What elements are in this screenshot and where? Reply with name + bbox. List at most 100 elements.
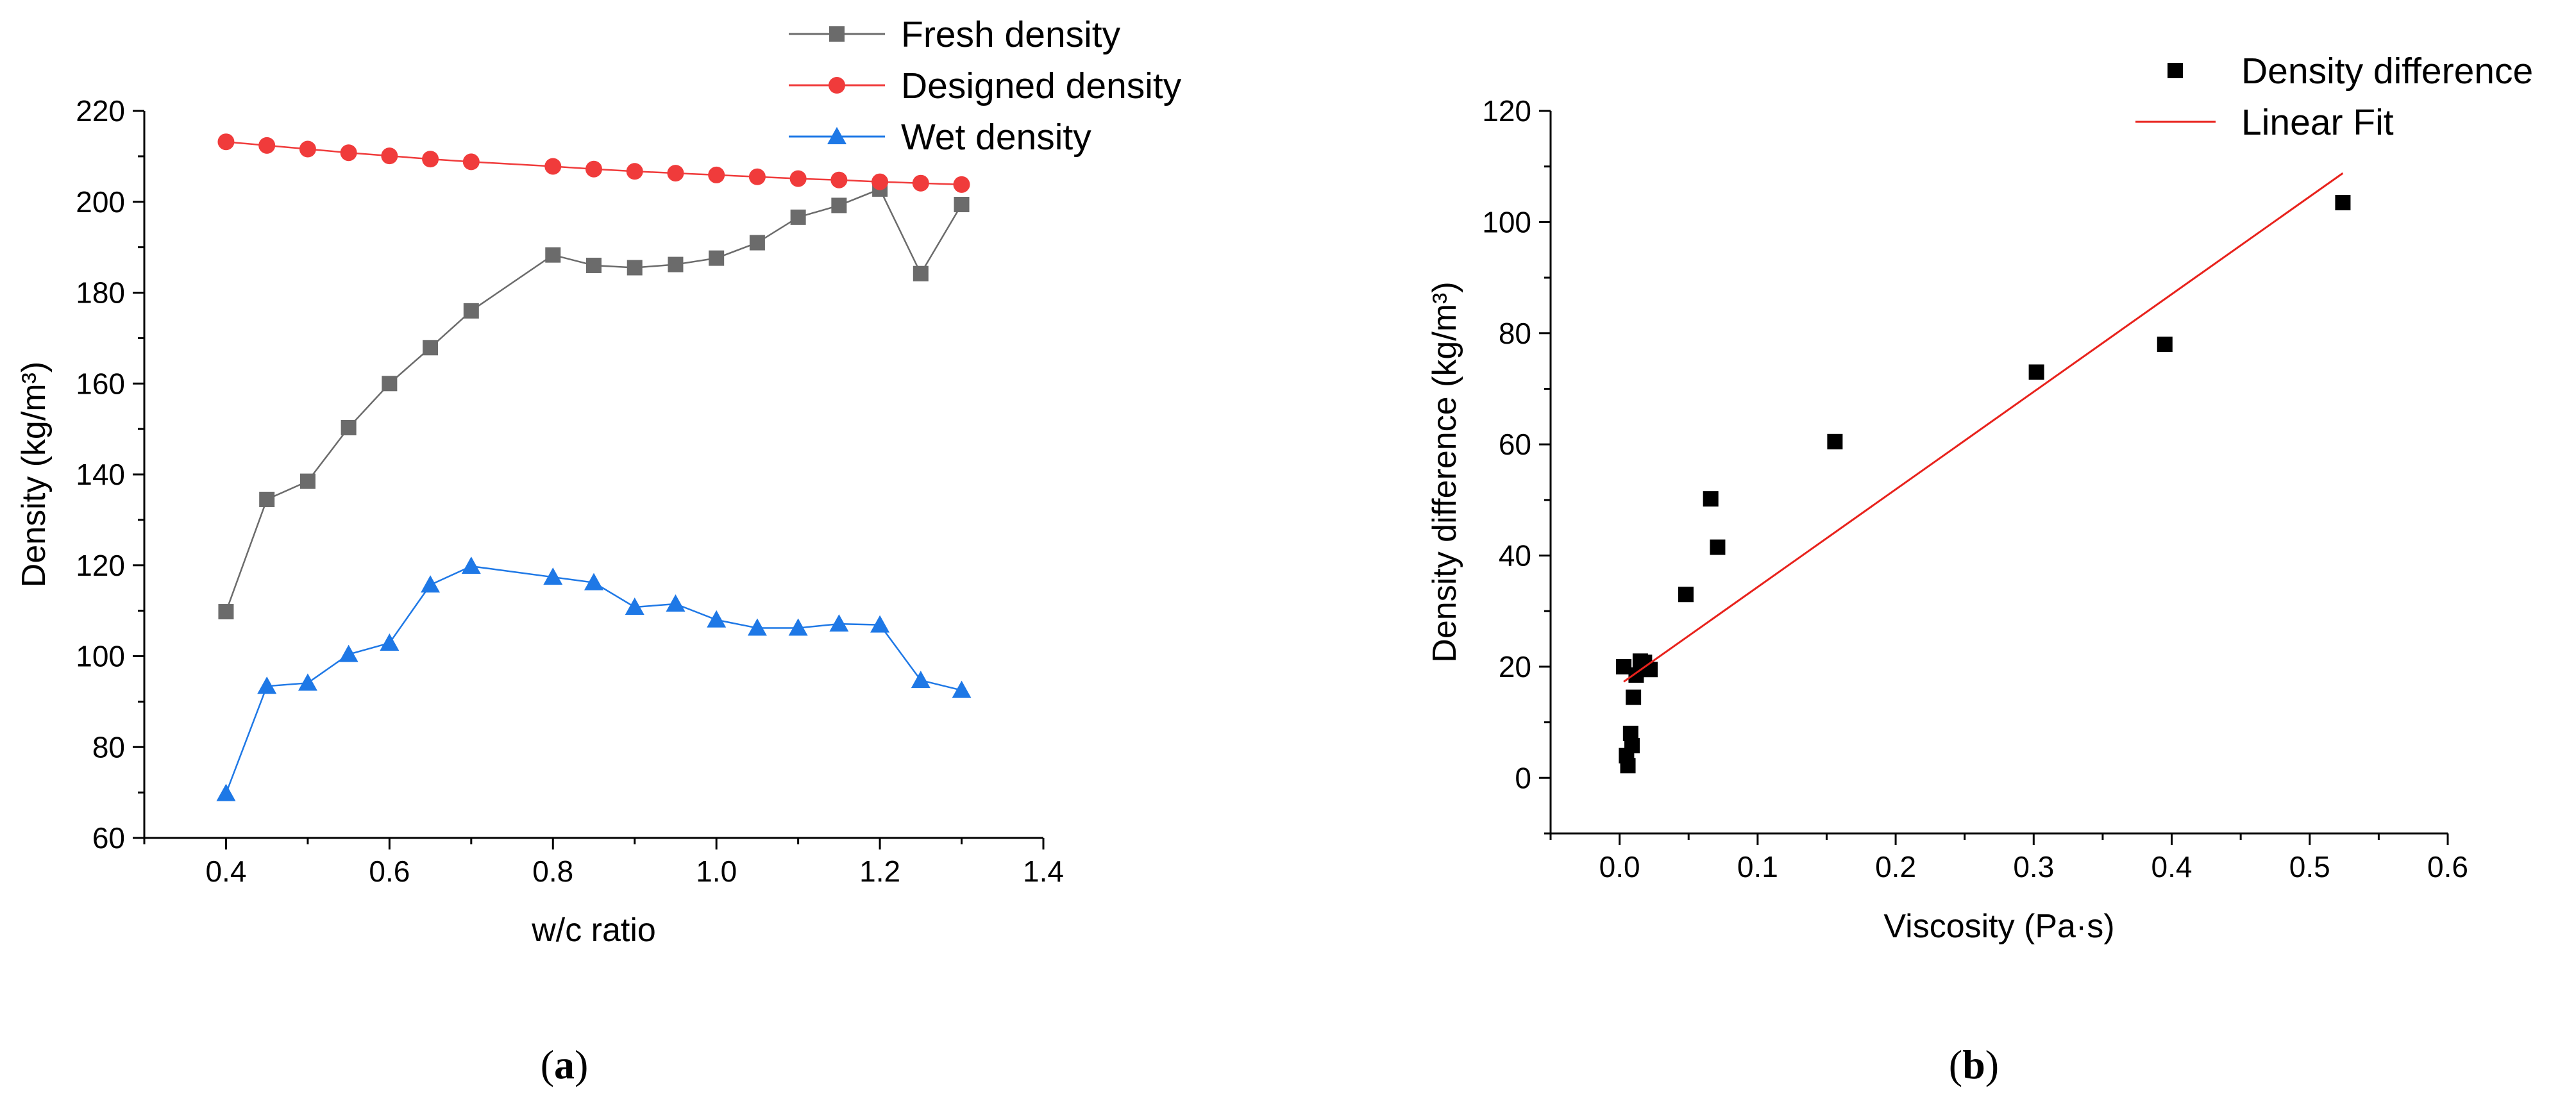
- y-tick-label: 60: [92, 821, 125, 855]
- series-linear-fit: [1623, 172, 2344, 683]
- data-point: [911, 671, 930, 689]
- data-point: [666, 594, 686, 612]
- data-point: [627, 260, 643, 276]
- data-point: [913, 265, 929, 281]
- legend: Fresh density Designed density Wet density: [789, 14, 1182, 158]
- caption-b: (b): [1949, 1042, 1999, 1087]
- data-point: [299, 140, 316, 158]
- data-point: [1624, 738, 1640, 754]
- y-tick-label: 120: [76, 549, 125, 582]
- data-point: [218, 604, 234, 620]
- data-point: [829, 614, 849, 632]
- x-tick-label: 0.8: [532, 855, 573, 888]
- y-tick-label: 0: [1515, 761, 1531, 794]
- series-line: [225, 188, 963, 612]
- data-point: [544, 158, 562, 175]
- data-point: [423, 340, 439, 356]
- data-point: [339, 644, 358, 662]
- data-point: [954, 197, 970, 213]
- data-point: [789, 170, 807, 187]
- data-point: [380, 633, 400, 651]
- y-tick-label: 60: [1499, 428, 1531, 461]
- data-point: [258, 137, 276, 154]
- data-point: [1620, 758, 1636, 774]
- y-axis-title: Density (kg/m³): [15, 362, 53, 587]
- y-tick-label: 20: [1499, 650, 1531, 683]
- data-point: [708, 166, 725, 183]
- data-point: [2157, 337, 2173, 353]
- legend-label: Linear Fit: [2241, 102, 2394, 143]
- data-point: [381, 147, 398, 165]
- data-point: [422, 151, 439, 168]
- x-tick-label: 0.2: [1875, 850, 1916, 883]
- data-point: [1710, 539, 1726, 555]
- x-tick-label: 0.6: [2427, 850, 2468, 883]
- data-point: [382, 376, 398, 392]
- legend: Density difference Linear Fit: [2135, 51, 2533, 143]
- data-point: [1626, 689, 1642, 705]
- x-tick-label: 0.1: [1737, 850, 1778, 883]
- legend-marker: [829, 77, 845, 94]
- data-point: [2335, 195, 2351, 211]
- data-point: [461, 556, 481, 574]
- data-point: [709, 250, 725, 266]
- y-tick-label: 40: [1499, 539, 1531, 573]
- data-point: [747, 618, 767, 636]
- data-point: [1703, 491, 1719, 507]
- data-point: [668, 256, 684, 272]
- y-axis-title: Density difference (kg/m³): [1426, 281, 1463, 662]
- data-point: [831, 197, 847, 213]
- data-point: [584, 573, 603, 590]
- y-tick-label: 80: [92, 730, 125, 764]
- legend-label: Density difference: [2241, 51, 2533, 92]
- data-point: [1642, 662, 1658, 678]
- x-axis-title: Viscosity (Pa·s): [1883, 908, 2114, 945]
- x-tick-label: 0.4: [2151, 850, 2193, 883]
- caption-a: (a): [541, 1042, 589, 1087]
- data-point: [298, 673, 317, 691]
- legend-marker: [2168, 63, 2183, 78]
- data-point: [870, 615, 890, 633]
- x-tick-label: 1.0: [696, 855, 737, 888]
- data-point: [953, 176, 970, 193]
- data-point: [625, 597, 644, 615]
- data-point: [259, 491, 275, 507]
- legend-marker: [829, 26, 845, 42]
- legend-label: Fresh density: [901, 14, 1121, 55]
- data-point: [912, 174, 929, 192]
- x-tick-label: 0.3: [2013, 850, 2054, 883]
- y-tick-label: 100: [76, 640, 125, 673]
- data-point: [341, 419, 357, 435]
- data-point: [749, 235, 765, 251]
- data-point: [871, 173, 889, 190]
- data-point: [586, 257, 602, 273]
- panel-a-chart: 0.4 0.6 0.8 1.0 1.2 1.4 60 80 100 120 140 160 180 200…: [15, 14, 1182, 949]
- y-tick-label: 120: [1482, 94, 1531, 128]
- y-tick-label: 80: [1499, 317, 1531, 350]
- data-point: [216, 783, 236, 801]
- data-point: [2028, 364, 2044, 380]
- y-tick-label: 100: [1482, 205, 1531, 238]
- data-point: [788, 618, 808, 636]
- x-tick-label: 0.4: [205, 855, 246, 888]
- y-tick-label: 220: [76, 94, 125, 128]
- y-tick-label: 200: [76, 185, 125, 219]
- data-point: [748, 168, 766, 185]
- legend-marker: [827, 127, 846, 144]
- series-wet-density: [216, 556, 972, 801]
- data-point: [463, 303, 479, 319]
- data-point: [830, 171, 848, 188]
- data-point: [421, 575, 441, 593]
- data-point: [462, 153, 480, 171]
- data-point: [299, 473, 316, 489]
- data-point: [257, 676, 277, 694]
- series-designed-density: [217, 133, 970, 193]
- series-line: [225, 565, 962, 794]
- data-point: [217, 133, 235, 151]
- series-line: [1623, 172, 2344, 683]
- legend-label: Designed density: [901, 65, 1182, 106]
- data-point: [952, 680, 972, 698]
- data-point: [340, 144, 357, 162]
- data-point: [545, 247, 561, 263]
